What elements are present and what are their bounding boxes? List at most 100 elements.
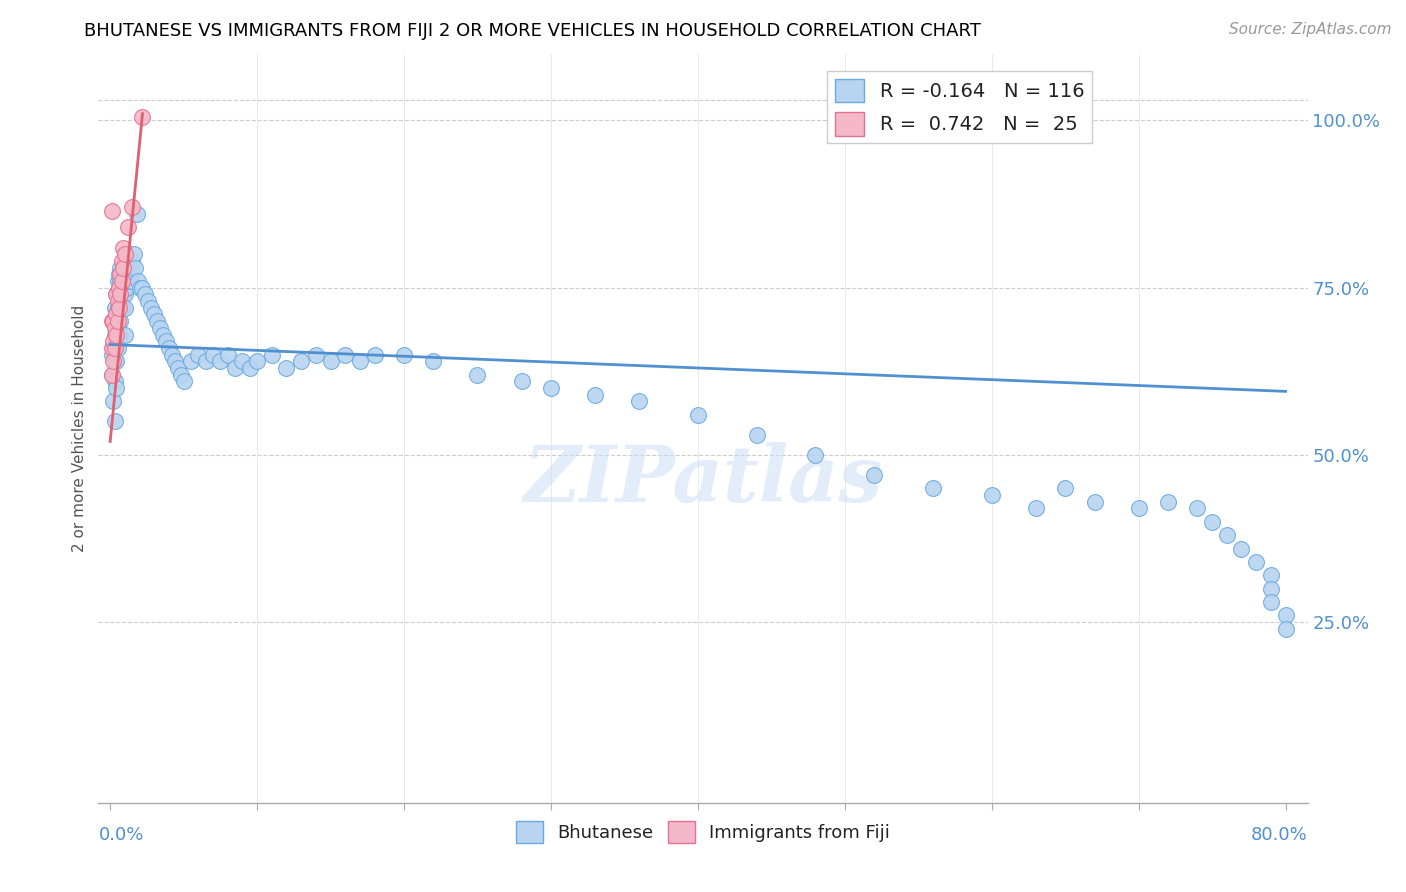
Point (1216, 528, 1239, 542)
Point (180, 354, 202, 368)
Point (103, 321, 125, 335)
Point (101, 354, 124, 368)
Point (163, 354, 186, 368)
Point (110, 287, 132, 301)
Point (149, 321, 172, 335)
Point (108, 327, 131, 342)
Point (319, 354, 342, 368)
Point (260, 348, 283, 362)
Point (804, 448, 827, 462)
Point (194, 354, 217, 368)
Point (101, 394, 124, 409)
Point (202, 348, 225, 362)
Point (105, 354, 128, 368)
Point (290, 354, 312, 368)
Point (422, 354, 444, 368)
Text: 0.0%: 0.0% (98, 826, 143, 844)
Point (121, 201, 143, 215)
Point (166, 361, 188, 376)
Legend: Bhutanese, Immigrants from Fiji: Bhutanese, Immigrants from Fiji (509, 814, 897, 850)
Point (115, 281, 138, 295)
Point (107, 321, 129, 335)
Point (101, 334, 124, 349)
Point (100, 368, 122, 382)
Point (141, 301, 163, 315)
Point (209, 354, 232, 368)
Point (1054, 482, 1077, 496)
Point (111, 274, 134, 288)
Point (155, 334, 177, 349)
Point (111, 254, 134, 268)
Point (114, 247, 136, 261)
Point (231, 354, 253, 368)
Point (114, 260, 136, 275)
Point (217, 348, 239, 362)
Point (103, 301, 125, 315)
Point (131, 281, 153, 295)
Point (103, 341, 125, 355)
Point (107, 294, 129, 309)
Point (467, 368, 489, 382)
Point (114, 247, 136, 261)
Point (1187, 501, 1209, 516)
Point (122, 247, 145, 261)
Point (108, 281, 131, 295)
Point (108, 301, 131, 315)
Point (115, 268, 138, 282)
Point (101, 341, 124, 355)
Point (1274, 622, 1296, 636)
Point (1274, 608, 1296, 623)
Point (105, 308, 128, 322)
Point (170, 368, 193, 382)
Text: Source: ZipAtlas.com: Source: ZipAtlas.com (1229, 22, 1392, 37)
Point (100, 348, 122, 362)
Point (110, 260, 132, 275)
Point (1260, 568, 1282, 582)
Point (112, 274, 135, 288)
Point (745, 428, 768, 442)
Point (146, 314, 169, 328)
Point (105, 327, 128, 342)
Point (540, 381, 562, 395)
Point (128, 281, 150, 295)
Point (980, 488, 1002, 502)
Point (107, 301, 129, 315)
Point (1244, 555, 1267, 569)
Point (335, 348, 357, 362)
Point (117, 274, 139, 288)
Point (363, 348, 385, 362)
Point (108, 268, 131, 282)
Point (108, 281, 131, 295)
Text: BHUTANESE VS IMMIGRANTS FROM FIJI 2 OR MORE VEHICLES IN HOUSEHOLD CORRELATION CH: BHUTANESE VS IMMIGRANTS FROM FIJI 2 OR M… (84, 22, 981, 40)
Point (114, 287, 136, 301)
Point (112, 287, 135, 301)
Text: 80.0%: 80.0% (1251, 826, 1308, 844)
Point (105, 381, 128, 395)
Point (114, 274, 136, 288)
Point (108, 301, 131, 315)
Point (120, 260, 142, 275)
Point (1083, 494, 1105, 508)
Point (1260, 595, 1282, 609)
Point (224, 361, 246, 376)
Point (107, 314, 129, 328)
Point (138, 294, 160, 309)
Point (110, 268, 132, 282)
Point (103, 414, 125, 429)
Point (112, 260, 135, 275)
Point (103, 375, 125, 389)
Point (114, 327, 136, 342)
Point (101, 203, 124, 218)
Point (863, 468, 886, 483)
Point (124, 260, 146, 275)
Point (628, 394, 651, 409)
Point (111, 268, 134, 282)
Point (117, 220, 139, 235)
Point (1157, 494, 1180, 508)
Point (105, 327, 128, 342)
Point (173, 375, 195, 389)
Point (105, 287, 128, 301)
Point (1128, 501, 1150, 516)
Point (276, 361, 298, 376)
Point (100, 314, 122, 328)
